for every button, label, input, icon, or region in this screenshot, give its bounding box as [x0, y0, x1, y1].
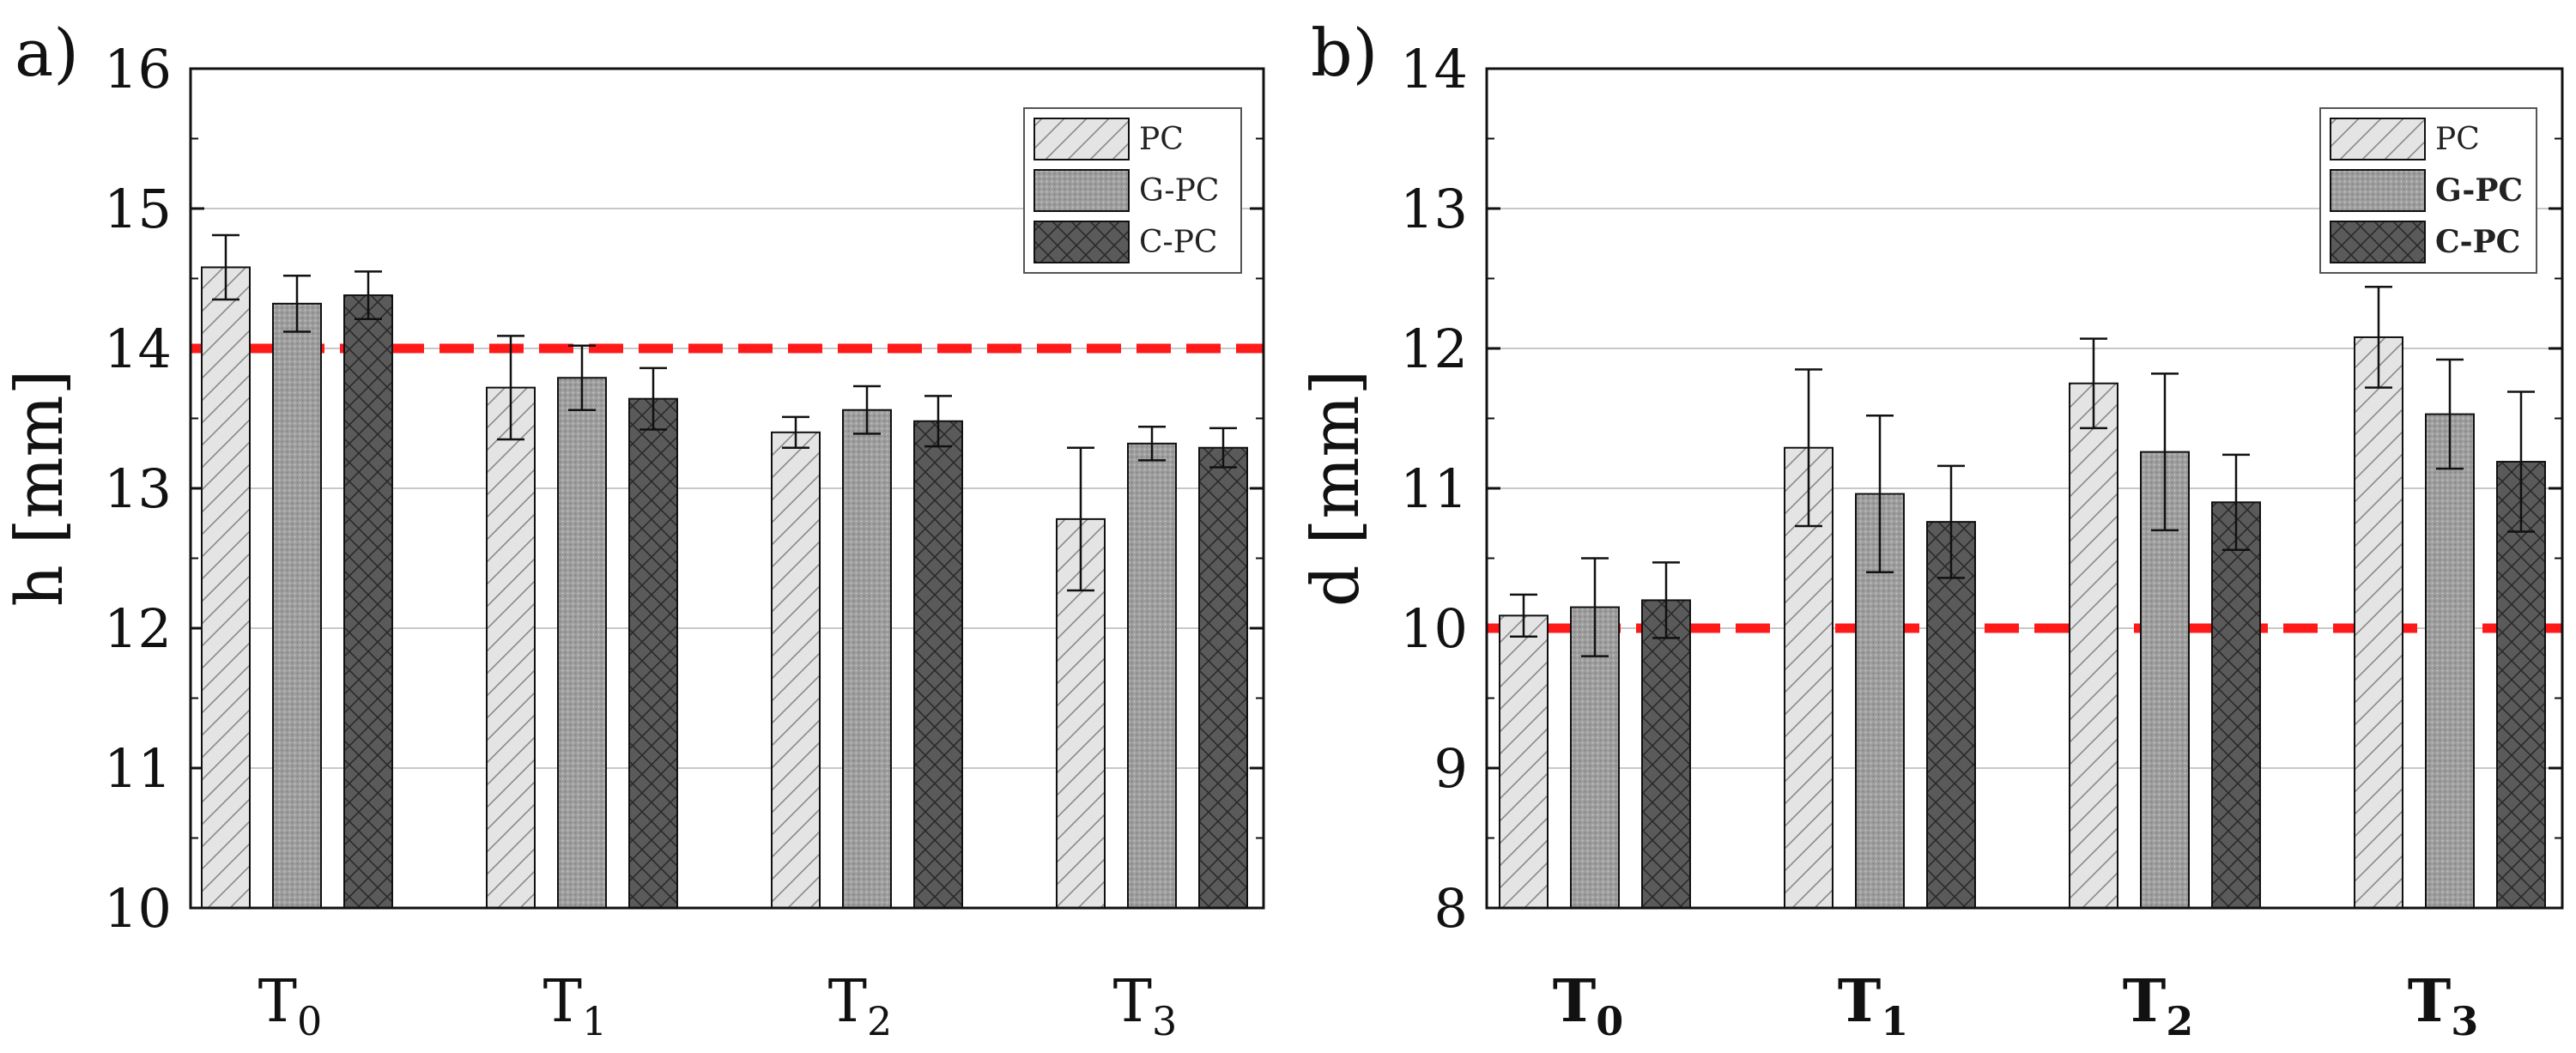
x-category-label: T1 — [543, 968, 608, 1044]
legend-label: PC — [2435, 122, 2480, 157]
y-tick-label: 12 — [1400, 318, 1468, 380]
panel-label: b) — [1311, 15, 1378, 91]
legend-swatch — [1033, 169, 1130, 212]
x-category-label: T0 — [258, 968, 323, 1044]
bar-g-pc-t3 — [1127, 442, 1177, 909]
bar-c-pc-t2 — [2211, 501, 2261, 909]
chart-panel-1: 10 11 12 13 14 15 16 T0 T1 T2 T3 h [mm] a) PC G-PC C-PC — [1, 15, 1265, 1044]
x-category-label: T0 — [1553, 967, 1624, 1044]
y-tick-label: 10 — [104, 877, 172, 940]
panel-label: a) — [15, 15, 79, 91]
y-tick-label: 11 — [1400, 457, 1468, 520]
bar-c-pc-t0 — [1641, 599, 1691, 910]
y-tick-label: 11 — [104, 737, 172, 800]
legend-label: PC — [1139, 122, 1184, 157]
y-tick-label: 8 — [1434, 877, 1468, 940]
bar-c-pc-t0 — [343, 294, 393, 909]
legend-swatch — [2330, 169, 2426, 212]
y-axis-label: d [mm] — [1297, 370, 1373, 607]
legend: PC G-PC C-PC — [2319, 107, 2537, 274]
y-tick-label: 10 — [1400, 597, 1468, 660]
bar-g-pc-t3 — [2425, 413, 2475, 909]
legend-swatch — [2330, 221, 2426, 263]
legend-label: C-PC — [1139, 225, 1217, 260]
bar-g-pc-t2 — [842, 408, 892, 910]
plot-frame — [189, 67, 1265, 910]
bar-pc-t0 — [201, 266, 251, 909]
bar-pc-t3 — [2354, 336, 2403, 909]
legend-swatch — [1033, 221, 1130, 263]
bar-pc-t1 — [486, 386, 536, 909]
legend-label: G-PC — [2435, 172, 2523, 209]
x-category-label: T1 — [1838, 967, 1909, 1044]
x-category-label: T2 — [828, 968, 893, 1044]
y-tick-label: 14 — [1400, 38, 1468, 100]
bar-c-pc-t2 — [913, 420, 963, 909]
y-tick-label: 13 — [1400, 178, 1468, 240]
bar-pc-t0 — [1499, 614, 1549, 910]
y-tick-label: 12 — [104, 597, 172, 660]
y-tick-label: 14 — [104, 318, 172, 380]
y-tick-label: 16 — [104, 38, 172, 100]
bar-c-pc-t1 — [1926, 521, 1976, 909]
legend-swatch — [2330, 118, 2426, 160]
chart-panel-2: 8 9 10 11 12 13 14 T0 T1 T2 T3 d [mm] b) PC G-PC C-PC — [1297, 15, 2564, 1044]
bar-c-pc-t3 — [1198, 446, 1248, 909]
y-tick-label: 15 — [104, 178, 172, 240]
bar-pc-t2 — [771, 431, 821, 909]
y-tick-label: 13 — [104, 457, 172, 520]
legend-label: G-PC — [1139, 173, 1219, 209]
x-category-label: T3 — [1113, 968, 1178, 1044]
plot-frame — [1485, 67, 2564, 910]
legend: PC G-PC C-PC — [1023, 107, 1242, 274]
bar-g-pc-t1 — [557, 377, 607, 910]
bar-pc-t2 — [2069, 382, 2118, 909]
y-axis-label: h [mm] — [1, 370, 77, 608]
y-tick-label: 9 — [1434, 737, 1468, 800]
bar-g-pc-t0 — [272, 302, 322, 909]
bar-c-pc-t1 — [628, 397, 678, 909]
x-category-label: T2 — [2123, 967, 2194, 1044]
x-category-label: T3 — [2408, 967, 2479, 1044]
legend-label: C-PC — [2435, 224, 2520, 260]
legend-swatch — [1033, 118, 1130, 160]
